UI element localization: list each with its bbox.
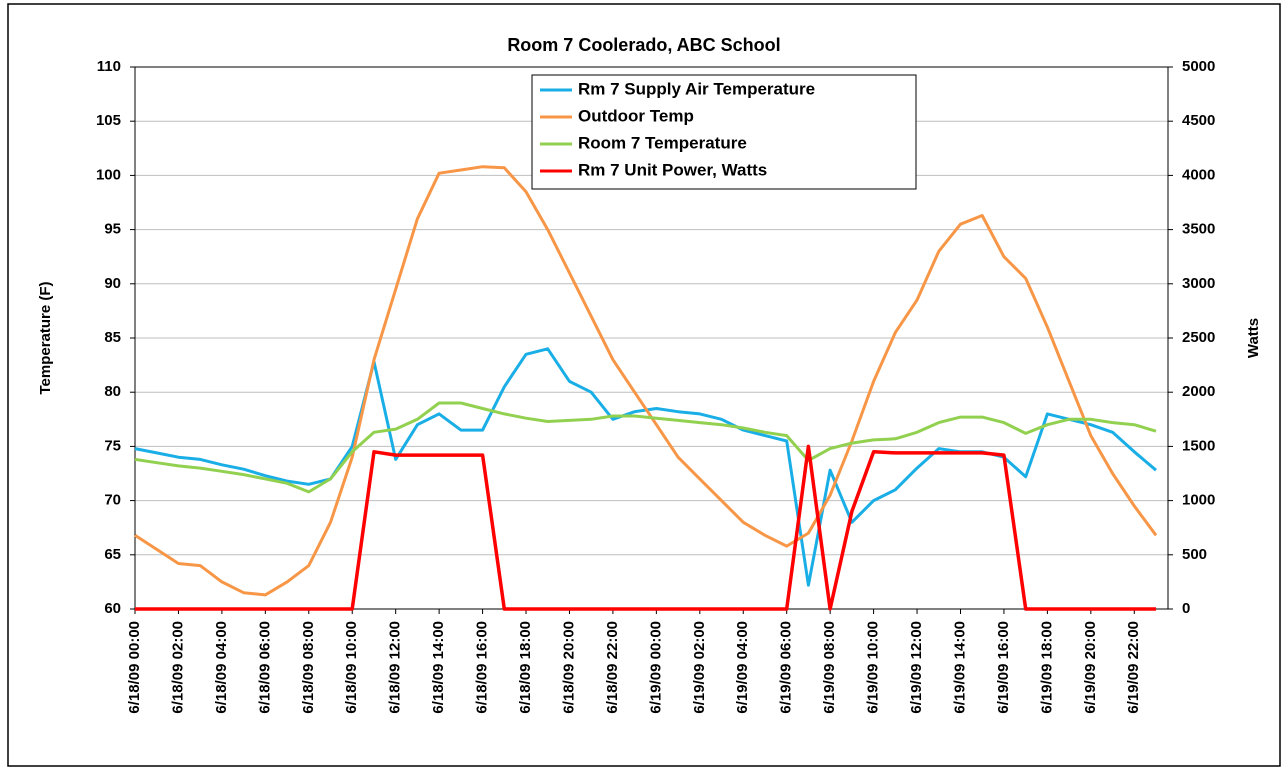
x-tick-label: 6/18/09 14:00 — [430, 621, 447, 714]
y2-axis-label: Watts — [1245, 318, 1262, 358]
x-tick-label: 6/19/09 06:00 — [778, 621, 795, 714]
legend-box — [531, 74, 917, 190]
x-tick-label: 6/18/09 08:00 — [300, 621, 317, 714]
y-tick-label: 70 — [104, 492, 121, 509]
x-tick-label: 6/19/09 20:00 — [1082, 621, 1099, 714]
y2-tick-label: 3000 — [1182, 275, 1215, 292]
x-tick-label: 6/18/09 02:00 — [169, 621, 186, 714]
y2-tick-label: 2500 — [1182, 329, 1215, 346]
series-line — [134, 401, 1157, 494]
x-tick-label: 6/19/09 02:00 — [691, 621, 708, 714]
x-tick-label: 6/18/09 18:00 — [517, 621, 534, 714]
chart-title: Room 7 Coolerado, ABC School — [507, 35, 780, 55]
x-tick-label: 6/19/09 12:00 — [908, 621, 925, 714]
legend-label: Rm 7 Supply Air Temperature — [578, 79, 815, 98]
x-tick-label: 6/19/09 14:00 — [951, 621, 968, 714]
series-line — [134, 165, 1158, 597]
x-tick-label: 6/19/09 18:00 — [1038, 621, 1055, 714]
x-tick-label: 6/19/09 22:00 — [1125, 621, 1142, 714]
y-tick-label: 90 — [104, 275, 121, 292]
y-tick-label: 110 — [97, 58, 121, 75]
y2-tick-label: 4500 — [1182, 112, 1215, 129]
x-tick-label: 6/18/09 20:00 — [560, 621, 577, 714]
series-line — [135, 444, 1156, 611]
legend-label: Rm 7 Unit Power, Watts — [578, 160, 767, 179]
y2-tick-label: 1500 — [1182, 437, 1215, 454]
x-tick-label: 6/19/09 10:00 — [865, 621, 882, 714]
y2-tick-label: 3500 — [1182, 221, 1215, 238]
y-tick-label: 105 — [96, 112, 121, 129]
x-tick-label: 6/19/09 16:00 — [995, 621, 1012, 714]
x-tick-label: 6/19/09 00:00 — [647, 621, 664, 714]
x-tick-label: 6/18/09 22:00 — [604, 621, 621, 714]
y2-tick-label: 500 — [1182, 546, 1207, 563]
y-tick-label: 95 — [104, 221, 121, 238]
y-tick-label: 65 — [104, 546, 121, 563]
x-tick-label: 6/18/09 04:00 — [213, 621, 230, 714]
x-tick-label: 6/19/09 08:00 — [821, 621, 838, 714]
y2-tick-label: 4000 — [1182, 166, 1215, 183]
x-tick-label: 6/18/09 12:00 — [387, 621, 404, 714]
y-axis-label: Temperature (F) — [37, 281, 54, 394]
y-tick-label: 80 — [104, 383, 121, 400]
y2-tick-label: 2000 — [1182, 383, 1215, 400]
y2-tick-label: 0 — [1182, 600, 1190, 617]
y-tick-label: 75 — [104, 437, 121, 454]
y2-tick-label: 1000 — [1182, 492, 1215, 509]
x-tick-label: 6/18/09 06:00 — [256, 621, 273, 714]
x-tick-label: 6/18/09 16:00 — [474, 621, 491, 714]
y-tick-label: 85 — [104, 329, 121, 346]
y2-tick-label: 5000 — [1182, 58, 1215, 75]
x-tick-label: 6/18/09 00:00 — [126, 621, 143, 714]
x-tick-label: 6/19/09 04:00 — [734, 621, 751, 714]
legend-label: Outdoor Temp — [578, 106, 694, 125]
y-tick-label: 100 — [96, 166, 121, 183]
legend-label: Room 7 Temperature — [578, 133, 747, 152]
x-tick-label: 6/18/09 10:00 — [343, 621, 360, 714]
y-tick-label: 60 — [104, 600, 121, 617]
